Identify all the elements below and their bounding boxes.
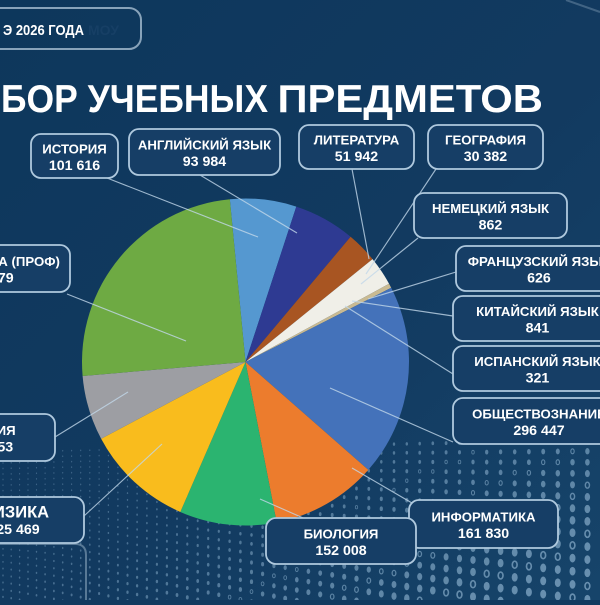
- svg-text:МОУ: МОУ: [88, 22, 119, 38]
- svg-text:КИТАЙСКИЙ ЯЗЫК: КИТАЙСКИЙ ЯЗЫК: [476, 304, 600, 319]
- svg-text:30 382: 30 382: [464, 149, 508, 165]
- svg-text:АНГЛИЙСКИЙ ЯЗЫК: АНГЛИЙСКИЙ ЯЗЫК: [138, 138, 272, 153]
- svg-text:ПРЕДМЕТОВ: ПРЕДМЕТОВ: [278, 78, 544, 121]
- svg-text:ИСТОРИЯ: ИСТОРИЯ: [42, 142, 106, 157]
- svg-text:Э 2026 ГОДА: Э 2026 ГОДА: [3, 22, 84, 39]
- svg-text:ИНФОРМАТИКА: ИНФОРМАТИКА: [431, 510, 536, 525]
- svg-text:862: 862: [479, 218, 503, 234]
- svg-text:95 353: 95 353: [0, 440, 13, 456]
- svg-text:ИСПАНСКИЙ ЯЗЫК: ИСПАНСКИЙ ЯЗЫК: [474, 354, 600, 369]
- svg-text:ОБЩЕСТВОЗНАНИЕ: ОБЩЕСТВОЗНАНИЕ: [472, 407, 600, 422]
- svg-text:161 830: 161 830: [458, 526, 509, 542]
- svg-text:51 942: 51 942: [335, 149, 379, 165]
- svg-text:101 616: 101 616: [49, 158, 100, 174]
- svg-text:321: 321: [526, 371, 550, 387]
- svg-text:МАТЕМАТИКА (ПРОФ): МАТЕМАТИКА (ПРОФ): [0, 254, 60, 269]
- svg-text:ЛИТЕРАТУРА: ЛИТЕРАТУРА: [314, 133, 400, 148]
- svg-text:ГЕОГРАФИЯ: ГЕОГРАФИЯ: [445, 133, 526, 148]
- svg-text:ФРАНЦУЗСКИЙ ЯЗЫК: ФРАНЦУЗСКИЙ ЯЗЫК: [468, 254, 600, 269]
- svg-text:385 979: 385 979: [0, 271, 14, 287]
- svg-text:152 008: 152 008: [315, 543, 366, 559]
- svg-text:125 469: 125 469: [0, 522, 40, 538]
- svg-text:626: 626: [527, 271, 551, 287]
- svg-text:ХИМИЯ: ХИМИЯ: [0, 423, 16, 438]
- svg-text:841: 841: [526, 321, 550, 337]
- svg-text:ФИЗИКА: ФИЗИКА: [0, 504, 49, 522]
- svg-text:93 984: 93 984: [183, 154, 227, 170]
- svg-text:БОР УЧЕБНЫХ: БОР УЧЕБНЫХ: [1, 78, 268, 121]
- svg-text:296 447: 296 447: [513, 423, 564, 439]
- svg-text:БИОЛОГИЯ: БИОЛОГИЯ: [304, 527, 379, 542]
- svg-text:НЕМЕЦКИЙ ЯЗЫК: НЕМЕЦКИЙ ЯЗЫК: [432, 201, 550, 216]
